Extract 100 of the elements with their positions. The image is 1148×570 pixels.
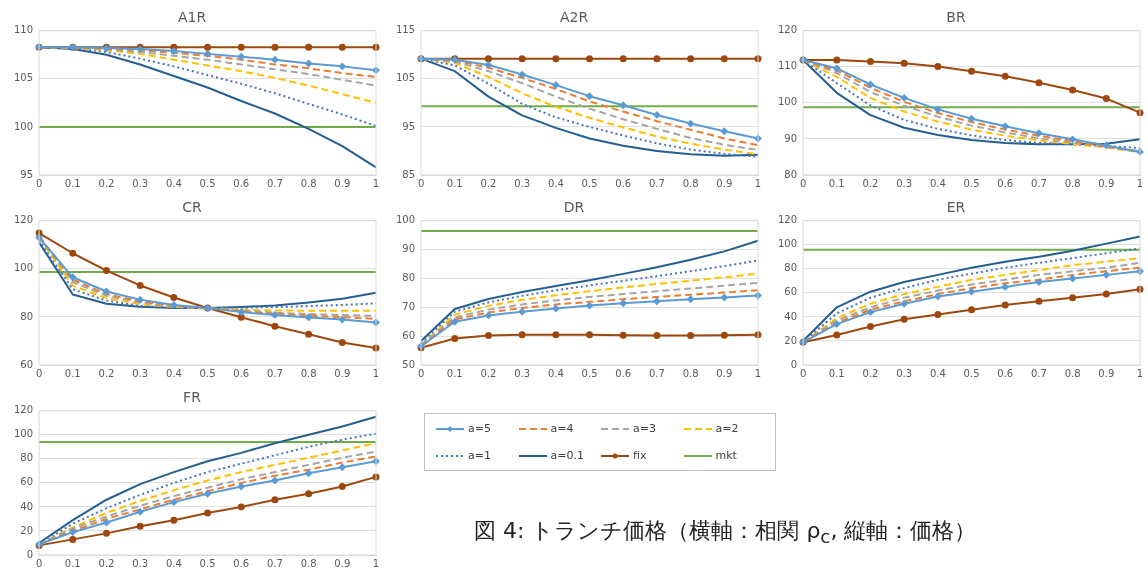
y-tick-label: 20 <box>784 334 798 346</box>
x-tick-label: 0.1 <box>64 367 81 379</box>
y-tick-label: 100 <box>13 262 34 274</box>
chart-title: ER <box>946 199 966 216</box>
x-tick-label: 0.4 <box>165 557 182 569</box>
x-tick-label: 0.5 <box>581 177 598 189</box>
x-tick-label: 0.2 <box>98 177 115 189</box>
x-tick-label: 1 <box>754 367 762 379</box>
y-tick-label: 20 <box>20 524 34 536</box>
x-tick-label: 0.9 <box>334 367 351 379</box>
y-tick-label: 85 <box>402 168 416 180</box>
y-tick-label: 115 <box>395 24 416 36</box>
y-tick-label: 80 <box>20 310 34 322</box>
y-tick-label: 50 <box>402 358 416 370</box>
legend-label: a=0.1 <box>550 449 584 462</box>
y-tick-label: 90 <box>784 132 798 144</box>
chart-title: DR <box>563 199 585 216</box>
x-tick-label: 0.7 <box>648 367 665 379</box>
legend-label: fix <box>633 449 647 462</box>
x-tick-label: 0.9 <box>1098 367 1115 379</box>
x-tick-label: 0.5 <box>581 367 598 379</box>
y-tick-label: 110 <box>777 60 798 72</box>
legend-label: a=5 <box>468 422 491 435</box>
x-tick-label: 0.3 <box>514 177 531 189</box>
x-tick-label: 0.2 <box>480 177 497 189</box>
x-tick-label: 0.6 <box>997 367 1014 379</box>
x-tick-label: 0.7 <box>648 177 665 189</box>
y-tick-label: 100 <box>777 96 798 108</box>
y-tick-label: 105 <box>395 72 416 84</box>
y-tick-label: 60 <box>402 329 416 341</box>
caption: 図 4: トランチ価格（横軸：相関 ρ$_{c}$, 縦軸：価格） <box>474 517 977 548</box>
x-tick-label: 0.8 <box>1064 177 1081 189</box>
x-tick-label: 0.2 <box>98 367 115 379</box>
x-tick-label: 0.8 <box>300 177 317 189</box>
x-tick-label: 0.9 <box>334 177 351 189</box>
x-tick-label: 0 <box>799 367 807 379</box>
legend-label: mkt <box>715 449 737 462</box>
y-tick-label: 100 <box>13 428 34 440</box>
x-tick-label: 0.4 <box>165 367 182 379</box>
x-tick-label: 0.7 <box>1030 367 1047 379</box>
y-tick-label: 60 <box>20 476 34 488</box>
y-tick-label: 120 <box>13 214 34 226</box>
y-tick-label: 120 <box>13 404 34 416</box>
x-tick-label: 0.7 <box>266 177 283 189</box>
x-tick-label: 0.1 <box>64 177 81 189</box>
x-tick-label: 0.9 <box>334 557 351 569</box>
x-tick-label: 0.3 <box>896 177 913 189</box>
legend-label: a=3 <box>633 422 656 435</box>
x-tick-label: 0 <box>417 177 425 189</box>
x-tick-label: 0.4 <box>165 177 182 189</box>
y-tick-label: 80 <box>20 452 34 464</box>
x-tick-label: 1 <box>1136 177 1144 189</box>
y-tick-label: 100 <box>395 214 416 226</box>
y-tick-label: 0 <box>26 548 34 560</box>
x-tick-label: 0.6 <box>615 177 632 189</box>
x-tick-label: 0.5 <box>199 557 216 569</box>
y-tick-label: 80 <box>784 262 798 274</box>
x-tick-label: 0.4 <box>929 177 946 189</box>
x-tick-label: 0.4 <box>547 367 564 379</box>
x-tick-label: 0.6 <box>997 177 1014 189</box>
legend-label: a=1 <box>468 449 491 462</box>
x-tick-label: 0.2 <box>98 557 115 569</box>
y-tick-label: 90 <box>402 243 416 255</box>
x-tick-label: 0.3 <box>132 177 149 189</box>
y-tick-label: 120 <box>777 24 798 36</box>
x-tick-label: 0.6 <box>233 367 250 379</box>
y-tick-label: 40 <box>20 500 34 512</box>
y-tick-label: 80 <box>402 272 416 284</box>
x-tick-label: 1 <box>372 177 380 189</box>
x-tick-label: 0 <box>35 367 43 379</box>
x-tick-label: 0.8 <box>1064 367 1081 379</box>
x-tick-label: 0.9 <box>1098 177 1115 189</box>
legend-label: a=2 <box>715 422 739 435</box>
x-tick-label: 0.6 <box>233 177 250 189</box>
x-tick-label: 0.6 <box>233 557 250 569</box>
chart-title: A1R <box>177 9 207 26</box>
x-tick-label: 0.1 <box>828 367 845 379</box>
y-tick-label: 120 <box>777 214 798 226</box>
y-tick-label: 100 <box>777 238 798 250</box>
x-tick-label: 0.1 <box>446 367 463 379</box>
x-tick-label: 0.2 <box>862 177 879 189</box>
y-tick-label: 95 <box>402 120 416 132</box>
chart-title: FR <box>183 389 202 406</box>
x-tick-label: 0.2 <box>480 367 497 379</box>
x-tick-label: 0.5 <box>963 177 980 189</box>
y-tick-label: 95 <box>20 168 34 180</box>
x-tick-label: 0.3 <box>896 367 913 379</box>
x-tick-label: 0.8 <box>300 367 317 379</box>
x-tick-label: 0.3 <box>514 367 531 379</box>
x-tick-label: 1 <box>1136 367 1144 379</box>
y-tick-label: 0 <box>790 358 798 370</box>
x-tick-label: 0.7 <box>266 367 283 379</box>
x-tick-label: 1 <box>372 367 380 379</box>
y-tick-label: 105 <box>13 72 34 84</box>
x-tick-label: 0.8 <box>682 367 699 379</box>
x-tick-label: 0 <box>35 177 43 189</box>
x-tick-label: 0.1 <box>64 557 81 569</box>
chart-title: BR <box>946 9 966 26</box>
chart-title: CR <box>182 199 203 216</box>
x-tick-label: 0.7 <box>1030 177 1047 189</box>
